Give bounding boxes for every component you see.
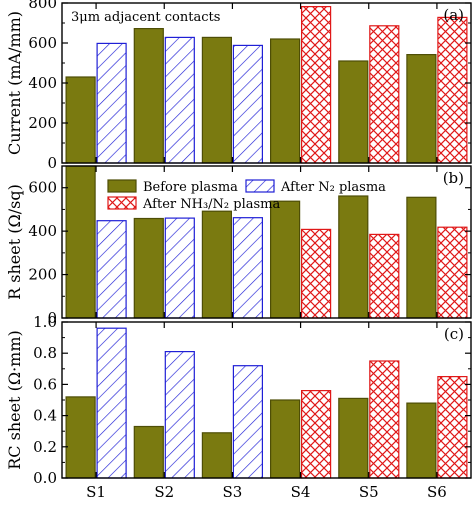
bar-before-S1 — [65, 396, 96, 479]
bar-before-S6 — [406, 196, 437, 319]
panel-tag: (c) — [444, 325, 464, 343]
bar-after_n2-S2 — [164, 217, 195, 319]
bar-before-S5 — [338, 60, 369, 164]
bar-after_n2-S2 — [164, 351, 195, 479]
y-tick-label: 600 — [28, 34, 57, 52]
bar-after_n2-S1 — [96, 327, 127, 479]
plot-layer: 0 200 400 600 800 Current (mA/mm) (a) 3μm adjac… — [5, 0, 472, 501]
bar-after_nh3-S5 — [369, 360, 400, 479]
y-tick-label: 800 — [28, 0, 57, 12]
legend-label-after_n2: After N₂ plasma — [280, 180, 386, 195]
bar-after_nh3-S6 — [437, 16, 468, 164]
bar-after_nh3-S4 — [301, 5, 332, 164]
panel-c: 0.0 0.2 0.4 0.6 0.8 1.0 RC sheet (Ω·mm) (c) S1 S2… — [5, 313, 472, 501]
x-tick-label: S1 — [86, 483, 106, 501]
panel-tag: (b) — [443, 169, 464, 187]
y-tick-label: 0.8 — [33, 344, 57, 362]
bar-before-S4 — [270, 399, 301, 479]
bar-before-S2 — [133, 28, 164, 164]
bar-after_n2-S3 — [232, 217, 263, 319]
bar-before-S1 — [65, 165, 96, 319]
panel-tag: (a) — [443, 6, 464, 24]
bar-before-S2 — [133, 217, 164, 319]
bar-before-S3 — [201, 36, 232, 164]
y-tick-label: 0.0 — [33, 469, 57, 487]
legend-label-after_nh3: After NH₃/N₂ plasma — [142, 197, 280, 212]
bar-after_n2-S3 — [232, 44, 263, 164]
bar-before-S6 — [406, 402, 437, 479]
y-tick-label: 0 — [47, 154, 57, 172]
x-tick-label: S4 — [291, 483, 311, 501]
y-axis-label: Current (mA/mm) — [5, 11, 24, 155]
y-axis-label: R sheet (Ω/sq) — [5, 184, 24, 300]
legend-swatch-after_nh3 — [107, 196, 137, 210]
bar-before-S2 — [133, 425, 164, 479]
bar-after_nh3-S5 — [369, 233, 400, 319]
legend-swatch-after_n2 — [245, 179, 275, 193]
y-tick-label: 0.2 — [33, 438, 57, 456]
y-tick-label: 0 — [47, 309, 57, 327]
y-tick-label: 400 — [28, 74, 57, 92]
bar-before-S5 — [338, 195, 369, 319]
legend-label-before: Before plasma — [143, 180, 238, 195]
bar-after_nh3-S4 — [301, 390, 332, 479]
y-tick-label: 200 — [28, 114, 57, 132]
bar-after_n2-S3 — [232, 365, 263, 479]
panel-a: 0 200 400 600 800 Current (mA/mm) (a) 3μm adjac… — [5, 0, 472, 172]
bar-before-S5 — [338, 397, 369, 479]
y-tick-label: 0.4 — [33, 407, 57, 425]
bar-after_n2-S2 — [164, 36, 195, 164]
y-tick-label: 600 — [28, 179, 57, 197]
x-tick-label: S6 — [427, 483, 447, 501]
bar-after_nh3-S5 — [369, 25, 400, 164]
x-tick-label: S3 — [223, 483, 243, 501]
bar-after_nh3-S4 — [301, 228, 332, 319]
bar-before-S4 — [270, 200, 301, 319]
x-tick-label: S2 — [154, 483, 174, 501]
bar-after_n2-S1 — [96, 42, 127, 164]
y-tick-label: 400 — [28, 222, 57, 240]
y-tick-label: 0.6 — [33, 375, 57, 393]
bar-after_nh3-S6 — [437, 226, 468, 319]
panel-annotation: 3μm adjacent contacts — [71, 10, 220, 25]
y-axis-label: RC sheet (Ω·mm) — [5, 330, 24, 470]
x-tick-label: S5 — [359, 483, 379, 501]
bar-before-S3 — [201, 432, 232, 479]
bar-after_nh3-S6 — [437, 376, 468, 479]
panel-frame — [61, 165, 472, 319]
bar-before-S3 — [201, 210, 232, 319]
bar-before-S4 — [270, 38, 301, 164]
bar-after_n2-S1 — [96, 220, 127, 319]
bar-before-S1 — [65, 76, 96, 164]
y-tick-label: 200 — [28, 266, 57, 284]
y-tick-label: 1.0 — [33, 313, 57, 331]
bar-before-S6 — [406, 53, 437, 164]
legend-swatch-before — [107, 179, 137, 193]
